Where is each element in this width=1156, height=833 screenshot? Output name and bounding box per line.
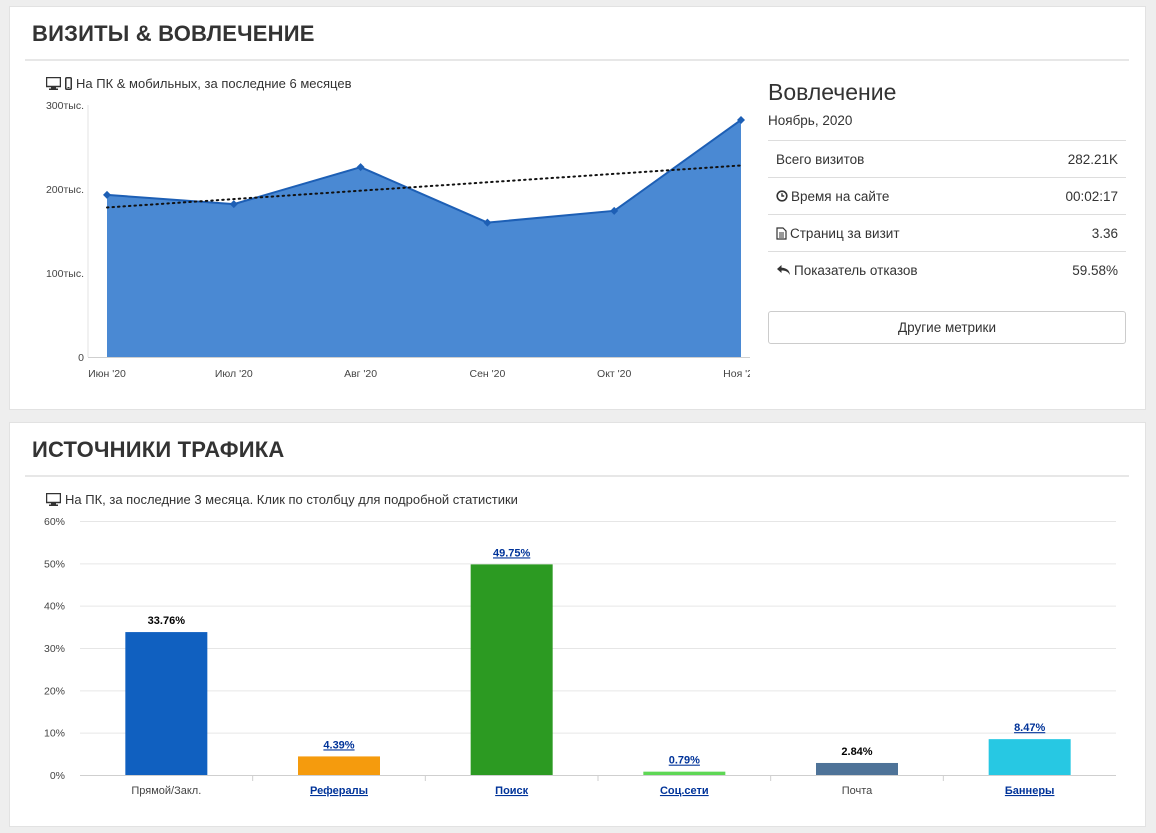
more-metrics-button[interactable]: Другие метрики <box>768 311 1126 344</box>
bar-value-label[interactable]: 49.75% <box>493 547 531 559</box>
desktop-icon <box>46 77 61 90</box>
data-point[interactable] <box>610 206 619 215</box>
y-axis-tick-label: 100тыс. <box>46 268 84 280</box>
bar <box>816 762 898 775</box>
category-label: Прямой/Закл. <box>131 785 201 797</box>
bar-value-label: 33.76% <box>148 615 186 627</box>
category-label[interactable]: Соц.сети <box>660 785 709 797</box>
metric-label-text: Время на сайте <box>791 188 890 204</box>
metric-bounce-rate: Показатель отказов 59.58% <box>768 251 1126 288</box>
y-axis-tick-label: 20% <box>44 685 65 697</box>
bar-value-label[interactable]: 0.79% <box>669 755 700 767</box>
data-point[interactable] <box>483 218 492 227</box>
metric-value: 3.36 <box>1091 225 1118 241</box>
x-axis-tick-label: Сен '20 <box>469 368 505 380</box>
traffic-panel-title: ИСТОЧНИКИ ТРАФИКА <box>32 437 285 462</box>
y-axis-tick-label: 40% <box>44 601 65 613</box>
category-label[interactable]: Рефералы <box>310 785 368 797</box>
data-point[interactable] <box>356 163 365 172</box>
traffic-subtitle-text: На ПК, за последние 3 месяца. Клик по ст… <box>65 492 518 507</box>
bar[interactable] <box>643 771 726 775</box>
metric-label-text: Страниц за визит <box>790 225 900 241</box>
data-point[interactable] <box>103 190 111 199</box>
metric-label-text: Показатель отказов <box>794 262 918 278</box>
trend-line <box>106 164 742 209</box>
bar-value-label[interactable]: 8.47% <box>1014 722 1045 734</box>
traffic-subtitle: На ПК, за последние 3 месяца. Клик по ст… <box>46 492 518 507</box>
visits-panel-title: ВИЗИТЫ & ВОВЛЕЧЕНИЕ <box>32 21 315 46</box>
metric-value: 00:02:17 <box>1065 188 1118 204</box>
title-divider <box>25 59 1129 61</box>
metric-total-visits: Всего визитов 282.21K <box>768 140 1126 177</box>
metric-time-on-site: Время на сайте 00:02:17 <box>768 177 1126 214</box>
document-icon <box>776 226 787 240</box>
data-point[interactable] <box>737 115 745 124</box>
engagement-title: Вовлечение <box>768 79 897 105</box>
y-axis-tick-label: 300тыс. <box>46 100 84 112</box>
x-axis-tick-label: Июл '20 <box>215 368 253 380</box>
area-fill <box>107 119 741 357</box>
engagement-date: Ноябрь, 2020 <box>768 113 853 128</box>
y-axis-tick-label: 10% <box>44 728 65 740</box>
metric-label: Показатель отказов <box>776 263 918 278</box>
bar-value-label[interactable]: 4.39% <box>323 739 354 751</box>
y-axis-tick-label: 60% <box>44 516 65 528</box>
mobile-icon <box>65 77 72 90</box>
metric-value: 59.58% <box>1072 262 1118 278</box>
bar[interactable] <box>298 756 380 775</box>
series-line <box>106 119 742 224</box>
clock-icon <box>776 190 788 202</box>
visits-subtitle: На ПК & мобильных, за последние 6 месяце… <box>46 76 351 91</box>
y-axis-tick-label: 30% <box>44 643 65 655</box>
metric-pages-per-visit: Страниц за визит 3.36 <box>768 214 1126 251</box>
y-axis-tick-label: 50% <box>44 558 65 570</box>
metric-label: Всего визитов <box>776 151 865 167</box>
category-label[interactable]: Баннеры <box>1005 785 1055 797</box>
x-axis-tick-label: Окт '20 <box>597 368 631 380</box>
visits-engagement-panel: ВИЗИТЫ & ВОВЛЕЧЕНИЕ На ПК & мобильных, з… <box>9 6 1146 410</box>
metric-label: Страниц за визит <box>776 226 900 241</box>
visits-area-chart: 0 100тыс. 200тыс. 300тыс. Июн '20 Июл '20 Авг … <box>46 100 750 380</box>
reply-arrow-icon <box>777 265 790 275</box>
x-axis-tick-label: Июн '20 <box>88 368 126 380</box>
desktop-icon <box>46 493 61 506</box>
title-divider <box>25 475 1129 477</box>
x-axis-tick-label: Авг '20 <box>344 368 377 380</box>
x-axis-tick-label: Ноя '20 <box>723 368 750 380</box>
y-axis-tick-label: 0% <box>50 770 65 782</box>
metric-label: Время на сайте <box>776 189 889 204</box>
traffic-bar-chart: 0% 10% 20% 30% 40% 50% 60% 33.76% Прямой/Закл. 4.… <box>44 516 1116 797</box>
category-label[interactable]: Поиск <box>495 785 529 797</box>
bar <box>125 632 208 775</box>
bar-value-label: 2.84% <box>841 746 872 758</box>
bar[interactable] <box>988 739 1071 775</box>
traffic-sources-panel: ИСТОЧНИКИ ТРАФИКА На ПК, за последние 3 … <box>9 422 1146 827</box>
metric-value: 282.21K <box>1067 151 1118 167</box>
visits-subtitle-text: На ПК & мобильных, за последние 6 месяце… <box>76 76 352 91</box>
data-point[interactable] <box>229 200 238 209</box>
y-axis-tick-label: 200тыс. <box>46 184 84 196</box>
y-axis-tick-label: 0 <box>78 352 84 364</box>
category-label: Почта <box>842 785 873 797</box>
bar[interactable] <box>470 564 553 775</box>
